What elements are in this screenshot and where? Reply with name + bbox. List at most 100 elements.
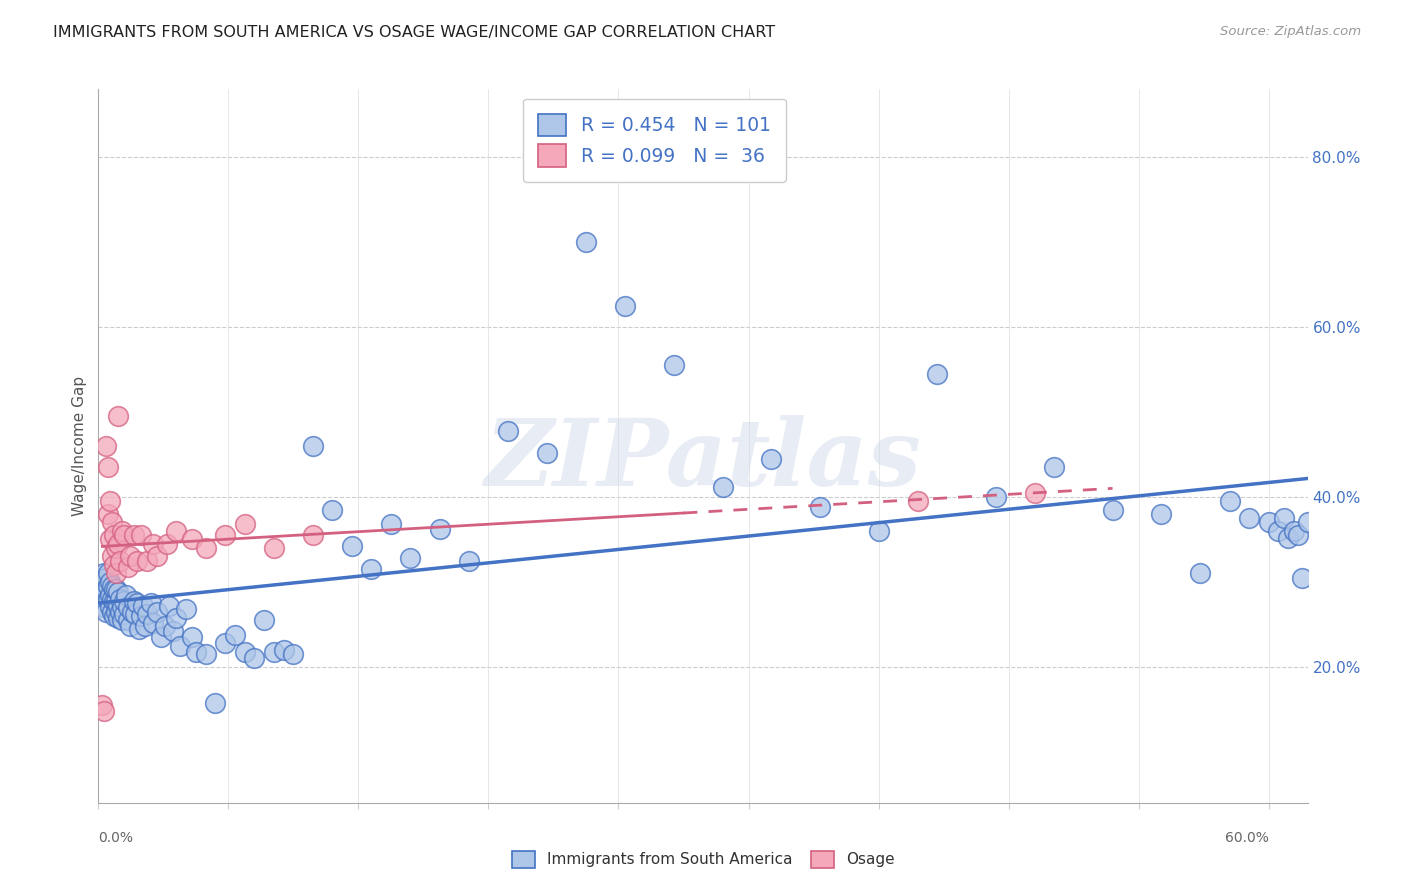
Point — [107, 409, 129, 424]
Text: Source: ZipAtlas.com: Source: ZipAtlas.com — [1220, 25, 1361, 38]
Point — [157, 599, 180, 613]
Point — [194, 541, 217, 555]
Point — [984, 490, 1007, 504]
Point — [925, 367, 948, 381]
Point — [1150, 507, 1173, 521]
Point — [149, 630, 172, 644]
Point — [131, 608, 153, 623]
Point — [214, 636, 236, 650]
Point — [136, 554, 159, 568]
Point — [104, 541, 127, 555]
Point — [132, 599, 155, 613]
Point — [112, 593, 135, 607]
Point — [399, 551, 422, 566]
Point — [184, 644, 207, 658]
Point — [104, 582, 127, 596]
Point — [104, 566, 127, 581]
Point — [181, 630, 204, 644]
Point — [1277, 531, 1299, 545]
Point — [165, 610, 187, 624]
Point — [174, 602, 197, 616]
Point — [134, 619, 156, 633]
Point — [340, 539, 363, 553]
Point — [97, 507, 120, 521]
Point — [98, 600, 121, 615]
Point — [111, 524, 134, 538]
Point — [117, 559, 139, 574]
Point — [91, 574, 114, 589]
Point — [1282, 524, 1305, 538]
Point — [101, 591, 124, 606]
Point — [107, 599, 129, 613]
Point — [97, 566, 120, 581]
Point — [575, 235, 598, 249]
Point — [302, 439, 325, 453]
Point — [194, 647, 217, 661]
Point — [108, 605, 131, 619]
Point — [96, 583, 118, 598]
Point — [91, 588, 114, 602]
Point — [111, 600, 134, 615]
Point — [263, 541, 285, 555]
Point — [91, 698, 114, 712]
Point — [283, 647, 305, 661]
Point — [93, 704, 115, 718]
Point — [136, 607, 159, 622]
Point — [101, 605, 124, 619]
Point — [103, 593, 125, 607]
Point — [253, 613, 276, 627]
Point — [761, 451, 783, 466]
Point — [96, 605, 118, 619]
Point — [429, 522, 451, 536]
Point — [868, 524, 890, 538]
Point — [122, 593, 145, 607]
Point — [243, 651, 266, 665]
Point — [458, 554, 481, 568]
Point — [117, 613, 139, 627]
Point — [214, 528, 236, 542]
Point — [302, 528, 325, 542]
Point — [233, 644, 256, 658]
Point — [93, 600, 115, 615]
Point — [111, 613, 134, 627]
Legend: Immigrants from South America, Osage: Immigrants from South America, Osage — [506, 845, 900, 873]
Point — [1237, 511, 1260, 525]
Point — [142, 615, 165, 630]
Point — [321, 502, 343, 516]
Point — [1267, 524, 1289, 538]
Point — [1189, 566, 1212, 581]
Point — [1024, 485, 1046, 500]
Point — [89, 579, 111, 593]
Point — [104, 593, 127, 607]
Legend: R = 0.454   N = 101, R = 0.099   N =  36: R = 0.454 N = 101, R = 0.099 N = 36 — [523, 99, 786, 182]
Point — [1219, 494, 1241, 508]
Point — [107, 537, 129, 551]
Y-axis label: Wage/Income Gap: Wage/Income Gap — [72, 376, 87, 516]
Point — [98, 533, 121, 547]
Point — [1043, 460, 1066, 475]
Point — [103, 582, 125, 596]
Point — [169, 639, 191, 653]
Point — [118, 549, 141, 564]
Point — [127, 554, 149, 568]
Point — [153, 619, 176, 633]
Point — [808, 500, 831, 515]
Point — [360, 562, 382, 576]
Point — [93, 566, 115, 581]
Point — [139, 596, 162, 610]
Point — [1101, 502, 1123, 516]
Point — [103, 608, 125, 623]
Point — [108, 554, 131, 568]
Point — [131, 528, 153, 542]
Point — [204, 696, 226, 710]
Point — [124, 607, 146, 622]
Point — [128, 622, 150, 636]
Point — [98, 574, 121, 589]
Point — [103, 528, 125, 542]
Text: IMMIGRANTS FROM SOUTH AMERICA VS OSAGE WAGE/INCOME GAP CORRELATION CHART: IMMIGRANTS FROM SOUTH AMERICA VS OSAGE W… — [53, 25, 776, 40]
Point — [165, 524, 187, 538]
Point — [233, 517, 256, 532]
Point — [112, 528, 135, 542]
Point — [1286, 528, 1309, 542]
Point — [118, 619, 141, 633]
